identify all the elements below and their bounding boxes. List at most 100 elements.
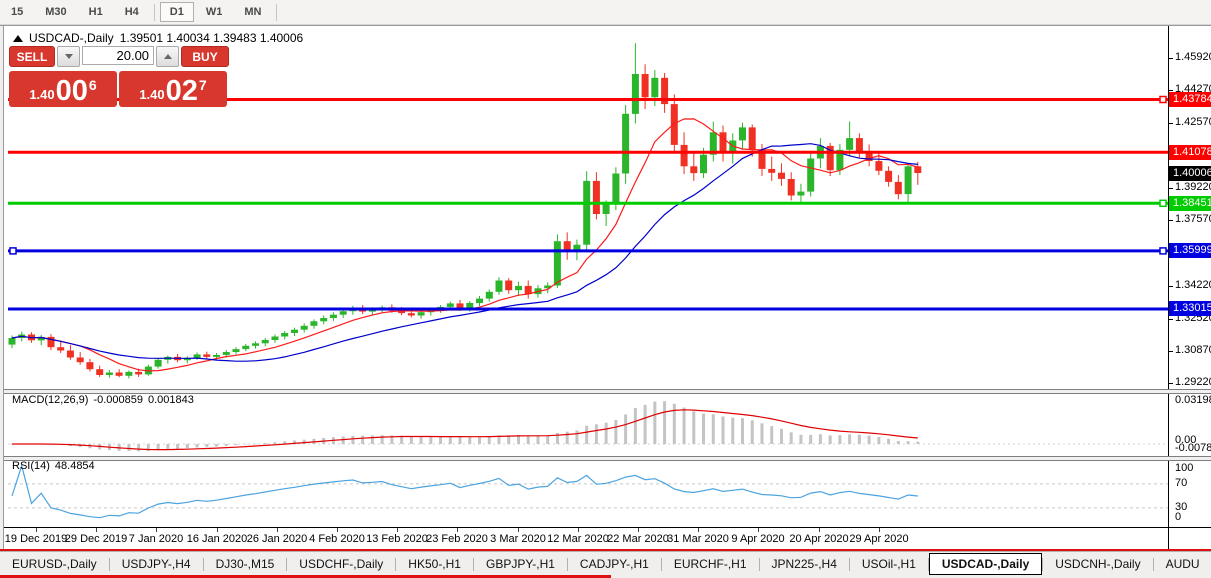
price-tick-mark [1169,383,1173,384]
date-tick-mark [879,528,880,532]
chart-tab-gbpjpy-h1[interactable]: GBPJPY-,H1 [485,557,555,571]
date-axis-divider [4,527,1211,528]
timeframe-button-w1[interactable]: W1 [205,6,223,18]
rsi-panel-splitter[interactable] [4,456,1211,461]
chart-tab-usdchf-daily[interactable]: USDCHF-,Daily [299,557,384,571]
chart-tab-jpn225-h4[interactable]: JPN225-,H4 [771,557,837,571]
price-badge-1.40006: 1.40006 [1169,166,1211,181]
date-label: 3 Mar 2020 [490,533,546,545]
collapse-panel-icon[interactable] [13,34,23,42]
date-tick-mark [698,528,699,532]
price-tick-label: 1.34220 [1175,279,1211,291]
chart-ohlc-values: 1.39501 1.40034 1.39483 1.40006 [119,31,304,45]
timeframe-button-m30[interactable]: M30 [45,6,67,18]
chart-tab-usdcad-daily[interactable]: USDCAD-,Daily [928,553,1043,575]
volume-increase-button[interactable] [156,46,180,67]
date-label: 13 Feb 2020 [366,533,428,545]
ask-price-display: 1.40 02 7 [119,71,227,107]
rsi-line [11,463,918,519]
tab-separator [108,557,110,571]
rsi-indicator-chart [8,463,1168,519]
price-badge-1.33015: 1.33015 [1169,301,1211,316]
rsi-label: RSI(14) [12,460,50,472]
bid-price-base: 1.40 [29,87,55,102]
tab-separator [566,557,568,571]
date-label: 23 Feb 2020 [426,533,488,545]
rsi-axis-label: 0 [1175,511,1182,523]
tab-separator [202,557,204,571]
price-tick-label: 1.30870 [1175,344,1211,356]
macd-signal-line [12,409,918,451]
price-tick-mark [1169,286,1173,287]
timeframe-button-h4[interactable]: H4 [124,6,139,18]
chart-tab-cadjpy-h1[interactable]: CADJPY-,H1 [579,557,649,571]
ask-price-base: 1.40 [139,87,165,102]
timeframe-toolbar: 15 M30 H1 H4 D1 W1 MN [0,0,1211,25]
red-separator-line [0,549,1211,551]
ask-price-point: 7 [198,77,207,93]
price-tick-mark [1169,188,1173,189]
date-tick-mark [819,528,820,532]
timeframe-button-15[interactable]: 15 [11,6,24,18]
macd-indicator-chart [8,401,1168,452]
tab-separator [927,557,929,571]
rsi-axis-label: 100 [1175,462,1194,474]
price-badge-1.38451: 1.38451 [1169,196,1211,211]
timeframe-button-mn[interactable]: MN [244,6,262,18]
price-tick-mark [1169,351,1173,352]
chart-tab-usdcnh-daily[interactable]: USDCNH-,Daily [1055,557,1141,571]
date-tick-mark [638,528,639,532]
chart-tab-usdjpy-h4[interactable]: USDJPY-,H4 [121,557,191,571]
macd-panel-splitter[interactable] [4,389,1211,394]
price-badge-1.35999: 1.35999 [1169,243,1211,258]
date-tick-mark [518,528,519,532]
date-tick-mark [578,528,579,532]
macd-value: -0.000859 [93,394,143,406]
bid-price-pips: 00 [55,75,88,107]
price-tick-label: 1.42570 [1175,116,1211,128]
date-label: 29 Dec 2019 [64,533,128,545]
chart-tab-eurchf-h1[interactable]: EURCHF-,H1 [673,557,747,571]
candles-layer [8,43,922,379]
timeframe-button-h1[interactable]: H1 [88,6,103,18]
macd-axis-label: 0.00 [1175,434,1197,446]
sell-button[interactable]: SELL [9,46,55,67]
chevron-up-icon [163,54,172,59]
date-tick-mark [156,528,157,532]
chart-title-row: USDCAD-,Daily 1.39501 1.40034 1.39483 1.… [13,31,303,45]
chart-tab-dj30-m15[interactable]: DJ30-,M15 [215,557,275,571]
chart-window-left-border [3,26,4,549]
tab-separator [286,557,288,571]
chart-tab-bar: EURUSD-,Daily USDJPY-,H4 DJ30-,M15 USDCHF-,… [0,551,1211,576]
toolbar-separator [276,3,278,21]
date-label: 29 Apr 2020 [849,533,909,545]
chart-tab-hk50-h1[interactable]: HK50-,H1 [408,557,461,571]
tab-separator [472,557,474,571]
buy-button[interactable]: BUY [181,46,229,67]
macd-label-row: MACD(12,26,9) -0.000859 0.001843 [12,394,194,406]
chart-tab-audu[interactable]: AUDU [1165,557,1200,571]
date-tick-mark [337,528,338,532]
chart-tab-eurusd-daily[interactable]: EURUSD-,Daily [12,557,97,571]
rsi-label-row: RSI(14) 48.4854 [12,460,95,472]
chart-tabs: EURUSD-,Daily USDJPY-,H4 DJ30-,M15 USDCHF-,… [0,553,1211,575]
price-tick-label: 1.39220 [1175,181,1211,193]
volume-input[interactable] [82,46,155,65]
ma-slow-line [11,143,918,362]
date-label: 7 Jan 2020 [128,533,184,545]
timeframe-button-d1[interactable]: D1 [159,2,194,22]
price-tick-mark [1169,220,1173,221]
date-tick-mark [217,528,218,532]
bid-price-display: 1.40 00 6 [9,71,117,107]
price-tick-mark [1169,123,1173,124]
date-tick-mark [36,528,37,532]
ask-price-pips: 02 [165,75,198,107]
volume-decrease-button[interactable] [57,46,81,67]
rsi-value: 48.4854 [54,460,95,472]
macd-label: MACD(12,26,9) [12,394,89,406]
date-label: 19 Dec 2019 [4,533,68,545]
tab-separator [758,557,760,571]
price-axis: 1.459201.442701.425701.409201.392201.375… [1169,0,1211,578]
chart-tab-usoil-h1[interactable]: USOil-,H1 [861,557,916,571]
price-axis-divider [1168,26,1169,549]
